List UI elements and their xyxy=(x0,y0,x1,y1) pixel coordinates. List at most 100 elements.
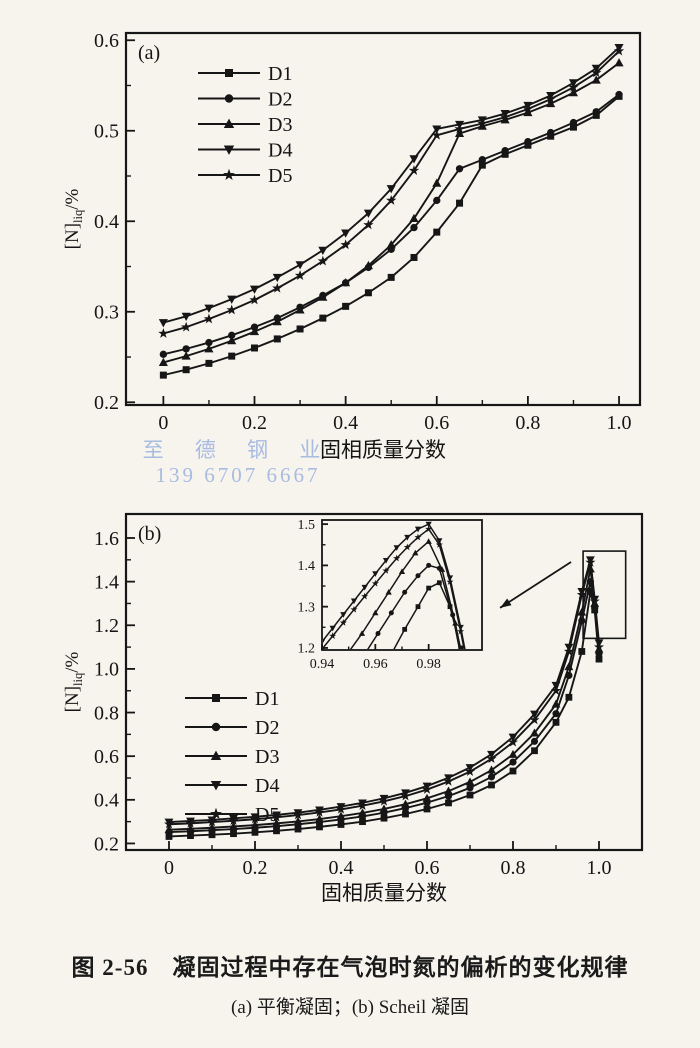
square-marker xyxy=(565,693,573,701)
x-axis-title: 固相质量分数 xyxy=(321,881,447,905)
triangle-down-marker xyxy=(223,145,235,155)
star-marker xyxy=(446,578,454,585)
legend-item-D5: D5 xyxy=(185,804,279,826)
triangle-up-marker xyxy=(272,818,281,827)
square-marker xyxy=(595,655,603,663)
triangle-down-marker xyxy=(363,209,373,218)
square-marker xyxy=(212,694,220,702)
x-tick-label: 0.2 xyxy=(242,412,267,434)
triangle-up-marker xyxy=(487,765,496,774)
chart-b-scheil-solidification: 0 0.2 0.4 0.6 0.8 1.0 0.2 0.4 0.6 0.8 1.0 1.2 1.4 1.6… xyxy=(62,512,644,905)
triangle-down-marker xyxy=(340,612,347,618)
circle-marker xyxy=(211,722,221,732)
square-marker xyxy=(364,289,372,297)
star-marker xyxy=(340,239,351,250)
circle-marker xyxy=(205,338,213,347)
triangle-down-marker xyxy=(530,710,539,719)
series-D2-markers xyxy=(375,562,456,637)
series-D5-markers xyxy=(163,557,605,829)
triangle-up-marker xyxy=(508,749,518,758)
triangle-up-marker xyxy=(204,344,214,353)
star-marker xyxy=(507,736,519,747)
triangle-up-marker xyxy=(401,799,410,808)
triangle-up-marker xyxy=(223,118,235,128)
star-marker xyxy=(464,766,476,776)
triangle-down-marker xyxy=(158,319,168,328)
series-layer xyxy=(163,556,605,840)
y-tick-label: 0.6 xyxy=(94,30,119,52)
triangle-up-marker xyxy=(438,566,446,572)
star-marker xyxy=(378,796,390,806)
circle-marker xyxy=(478,156,487,164)
figure-caption: 图 2-56 凝固过程中存在气泡时氮的偏析的变化规律 (a) 平衡凝固；(b) … xyxy=(0,948,700,1019)
legend: D1 D2 D3 D4 D5 xyxy=(185,688,279,826)
y-tick-label: 0.4 xyxy=(94,790,119,812)
circle-marker xyxy=(501,146,509,155)
circle-marker xyxy=(547,128,555,137)
star-marker xyxy=(400,790,411,801)
star-marker xyxy=(393,554,401,562)
legend-item-D4: D4 xyxy=(185,775,279,797)
triangle-down-marker xyxy=(414,526,422,533)
x-tick-label: 0.2 xyxy=(243,857,268,879)
triangle-down-marker xyxy=(372,571,379,577)
circle-marker xyxy=(466,784,474,792)
star-marker xyxy=(421,784,433,794)
legend-item-D2: D2 xyxy=(198,89,292,111)
star-marker xyxy=(363,219,374,230)
star-marker xyxy=(206,816,218,827)
triangle-down-marker xyxy=(425,521,432,528)
triangle-up-marker xyxy=(432,178,442,187)
triangle-up-marker xyxy=(227,336,237,345)
series-D3-line xyxy=(168,568,600,831)
triangle-up-marker xyxy=(295,305,305,314)
triangle-up-marker xyxy=(568,88,579,97)
square-marker xyxy=(319,314,327,322)
star-marker xyxy=(477,118,488,128)
triangle-up-marker xyxy=(315,814,324,823)
star-marker xyxy=(593,641,605,652)
x-tick-label: 0.8 xyxy=(515,412,540,434)
square-marker xyxy=(225,69,233,77)
triangle-up-marker xyxy=(249,326,260,336)
square-marker xyxy=(251,344,258,352)
triangle-down-marker xyxy=(210,781,222,791)
star-marker xyxy=(271,812,282,822)
square-marker xyxy=(456,199,464,207)
square-marker xyxy=(488,781,495,789)
square-marker xyxy=(342,302,350,310)
series-D1-line xyxy=(168,590,600,838)
square-marker xyxy=(359,818,366,826)
square-marker xyxy=(205,359,213,367)
square-marker xyxy=(415,604,421,610)
star-marker xyxy=(272,282,283,293)
y-tick-label: 1.6 xyxy=(94,528,119,550)
square-marker xyxy=(182,366,190,374)
triangle-up-marker xyxy=(551,699,561,708)
x-tick-label: 0 xyxy=(164,857,174,879)
triangle-down-marker xyxy=(409,155,419,164)
legend-label: D4 xyxy=(268,140,292,162)
legend-label: D3 xyxy=(255,746,279,768)
zoom-arrow-head xyxy=(500,598,512,608)
series-D5-line xyxy=(168,561,600,826)
triangle-down-marker xyxy=(227,295,237,304)
circle-marker xyxy=(524,137,532,146)
square-marker xyxy=(208,831,216,839)
series-layer xyxy=(323,521,466,649)
triangle-up-marker xyxy=(186,824,195,833)
y-tick-label: 1.3 xyxy=(298,600,316,615)
star-marker xyxy=(454,123,465,134)
square-marker xyxy=(294,825,302,833)
x-tick-label: 0.6 xyxy=(415,857,440,879)
y-axis-title: [N]liq/% xyxy=(62,188,85,249)
panel-label: (a) xyxy=(138,42,160,64)
circle-marker xyxy=(410,223,418,232)
square-marker xyxy=(578,648,586,655)
star-marker xyxy=(613,45,625,56)
x-tick-label: 0.96 xyxy=(363,657,388,672)
peak-annotation xyxy=(499,550,627,640)
triangle-down-marker xyxy=(295,261,305,270)
triangle-up-marker xyxy=(577,607,587,616)
